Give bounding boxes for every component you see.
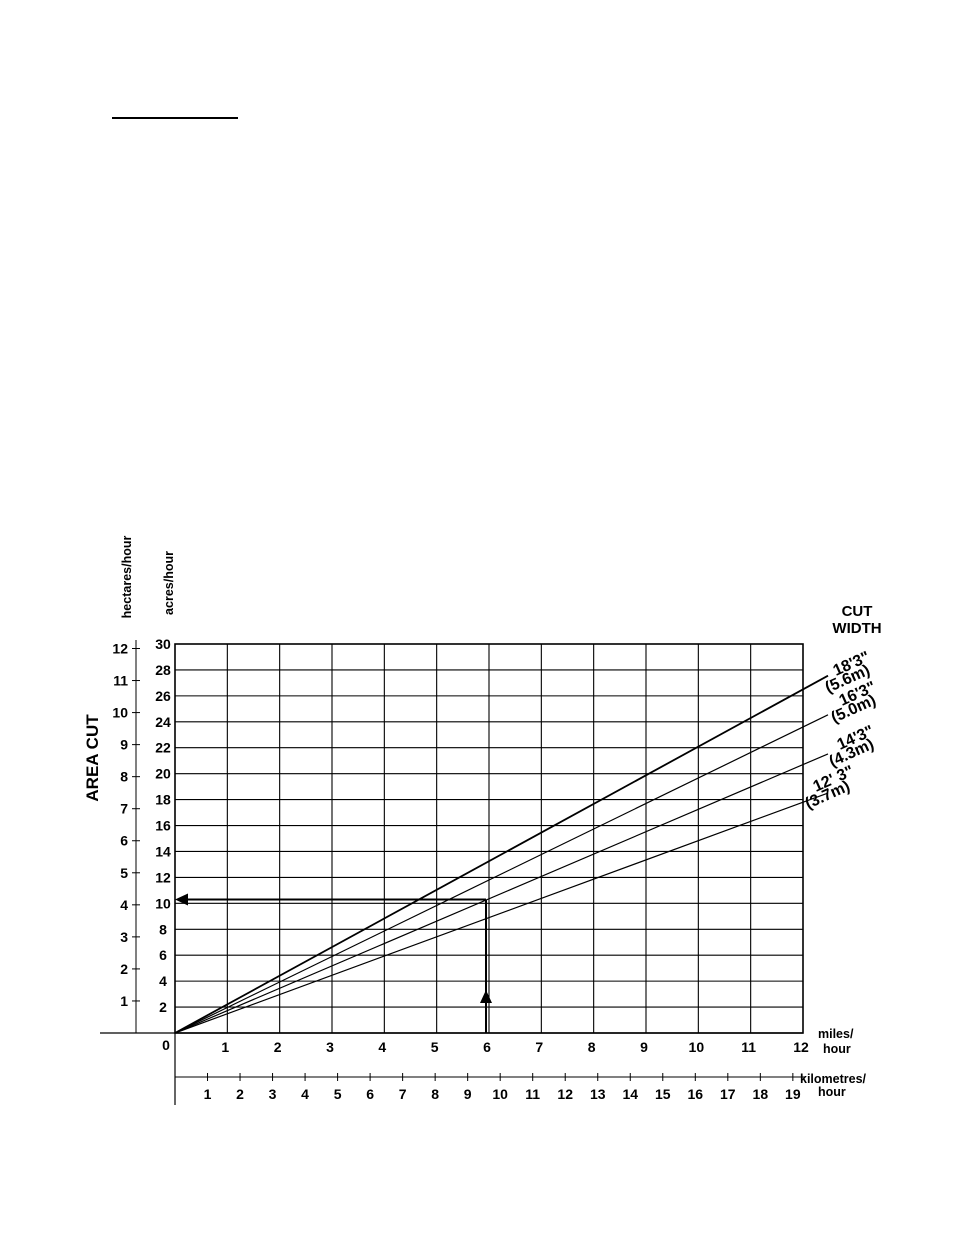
example-reading <box>175 893 492 1033</box>
y-tick-acres: 2 <box>159 999 167 1015</box>
axes: 2468101214161820222426283012345678910111… <box>112 636 809 1102</box>
y-tick-hectares: 10 <box>112 705 128 721</box>
y-tick-hectares: 3 <box>120 929 128 945</box>
x-tick-km: 1 <box>204 1086 212 1102</box>
title-underline <box>112 117 238 119</box>
x-tick-km: 18 <box>753 1086 769 1102</box>
y-tick-hectares: 4 <box>120 897 128 913</box>
miles-unit-line1: miles/ <box>818 1027 854 1041</box>
y-tick-acres: 26 <box>155 688 171 704</box>
x-tick-km: 9 <box>464 1086 472 1102</box>
series-line <box>174 714 829 1034</box>
x-tick-km: 4 <box>301 1086 309 1102</box>
hectares-unit-label: hectares/hour <box>120 536 134 619</box>
acres-unit-label: acres/hour <box>162 551 176 615</box>
y-tick-hectares: 6 <box>120 833 128 849</box>
y-tick-acres: 24 <box>155 714 171 730</box>
x-tick-miles: 5 <box>431 1039 439 1055</box>
y-axis-title: AREA CUT <box>83 714 102 802</box>
plot-frame <box>100 640 804 1105</box>
miles-unit-line2: hour <box>823 1042 851 1056</box>
x-tick-miles: 10 <box>689 1039 705 1055</box>
x-tick-km: 13 <box>590 1086 606 1102</box>
example-up-arrow <box>480 990 492 1003</box>
y-tick-hectares: 12 <box>112 640 128 656</box>
x-tick-km: 8 <box>431 1086 439 1102</box>
y-tick-acres: 14 <box>155 843 171 859</box>
y-tick-acres: 28 <box>155 662 171 678</box>
km-unit-line1: kilometres/ <box>800 1072 867 1086</box>
y-tick-acres: 12 <box>155 869 171 885</box>
x-tick-km: 12 <box>557 1086 573 1102</box>
y-tick-acres: 4 <box>159 973 167 989</box>
x-tick-km: 6 <box>366 1086 374 1102</box>
y-tick-acres: 22 <box>155 740 171 756</box>
x-tick-km: 19 <box>785 1086 801 1102</box>
y-tick-acres: 20 <box>155 766 171 782</box>
example-left-arrow <box>175 893 188 906</box>
y-tick-hectares: 7 <box>120 801 128 817</box>
x-tick-miles: 12 <box>793 1039 809 1055</box>
x-tick-km: 11 <box>525 1086 540 1102</box>
series-line <box>174 674 829 1034</box>
x-tick-km: 16 <box>688 1086 704 1102</box>
plot-grid <box>175 644 803 1033</box>
y-tick-hectares: 9 <box>120 737 128 753</box>
legend-title-cut: CUT <box>842 603 873 620</box>
series-lines: 18'3"(5.6m)16'3"(5.0m)14'3"(4.3m)12' 3"(… <box>174 649 879 1034</box>
y-tick-hectares: 2 <box>120 961 128 977</box>
y-tick-hectares: 8 <box>120 769 128 785</box>
x-tick-km: 7 <box>399 1086 407 1102</box>
x-tick-miles: 11 <box>741 1039 756 1055</box>
km-unit-line2: hour <box>818 1085 846 1099</box>
x-tick-km: 2 <box>236 1086 244 1102</box>
x-tick-miles: 3 <box>326 1039 334 1055</box>
x-tick-km: 15 <box>655 1086 671 1102</box>
x-tick-km: 3 <box>269 1086 277 1102</box>
series-line <box>174 792 829 1034</box>
x-tick-km: 10 <box>492 1086 508 1102</box>
x-tick-km: 17 <box>720 1086 736 1102</box>
x-tick-miles: 2 <box>274 1039 282 1055</box>
x-tick-km: 14 <box>622 1086 638 1102</box>
y-tick-acres: 18 <box>155 792 171 808</box>
series-line <box>174 753 829 1034</box>
x-tick-miles: 7 <box>535 1039 543 1055</box>
y-tick-hectares: 11 <box>113 673 128 689</box>
x-tick-miles: 1 <box>221 1039 229 1055</box>
y-tick-hectares: 1 <box>120 993 128 1009</box>
x-tick-miles: 9 <box>640 1039 648 1055</box>
y-tick-acres: 8 <box>159 921 167 937</box>
x-tick-km: 5 <box>334 1086 342 1102</box>
origin-label: 0 <box>162 1037 170 1053</box>
y-tick-acres: 10 <box>155 895 171 911</box>
x-tick-miles: 4 <box>378 1039 386 1055</box>
y-tick-acres: 16 <box>155 818 171 834</box>
y-tick-acres: 30 <box>155 636 171 652</box>
legend-title-width: WIDTH <box>832 620 881 637</box>
y-tick-hectares: 5 <box>120 865 128 881</box>
x-tick-miles: 8 <box>588 1039 596 1055</box>
y-tick-acres: 6 <box>159 947 167 963</box>
x-tick-miles: 6 <box>483 1039 491 1055</box>
